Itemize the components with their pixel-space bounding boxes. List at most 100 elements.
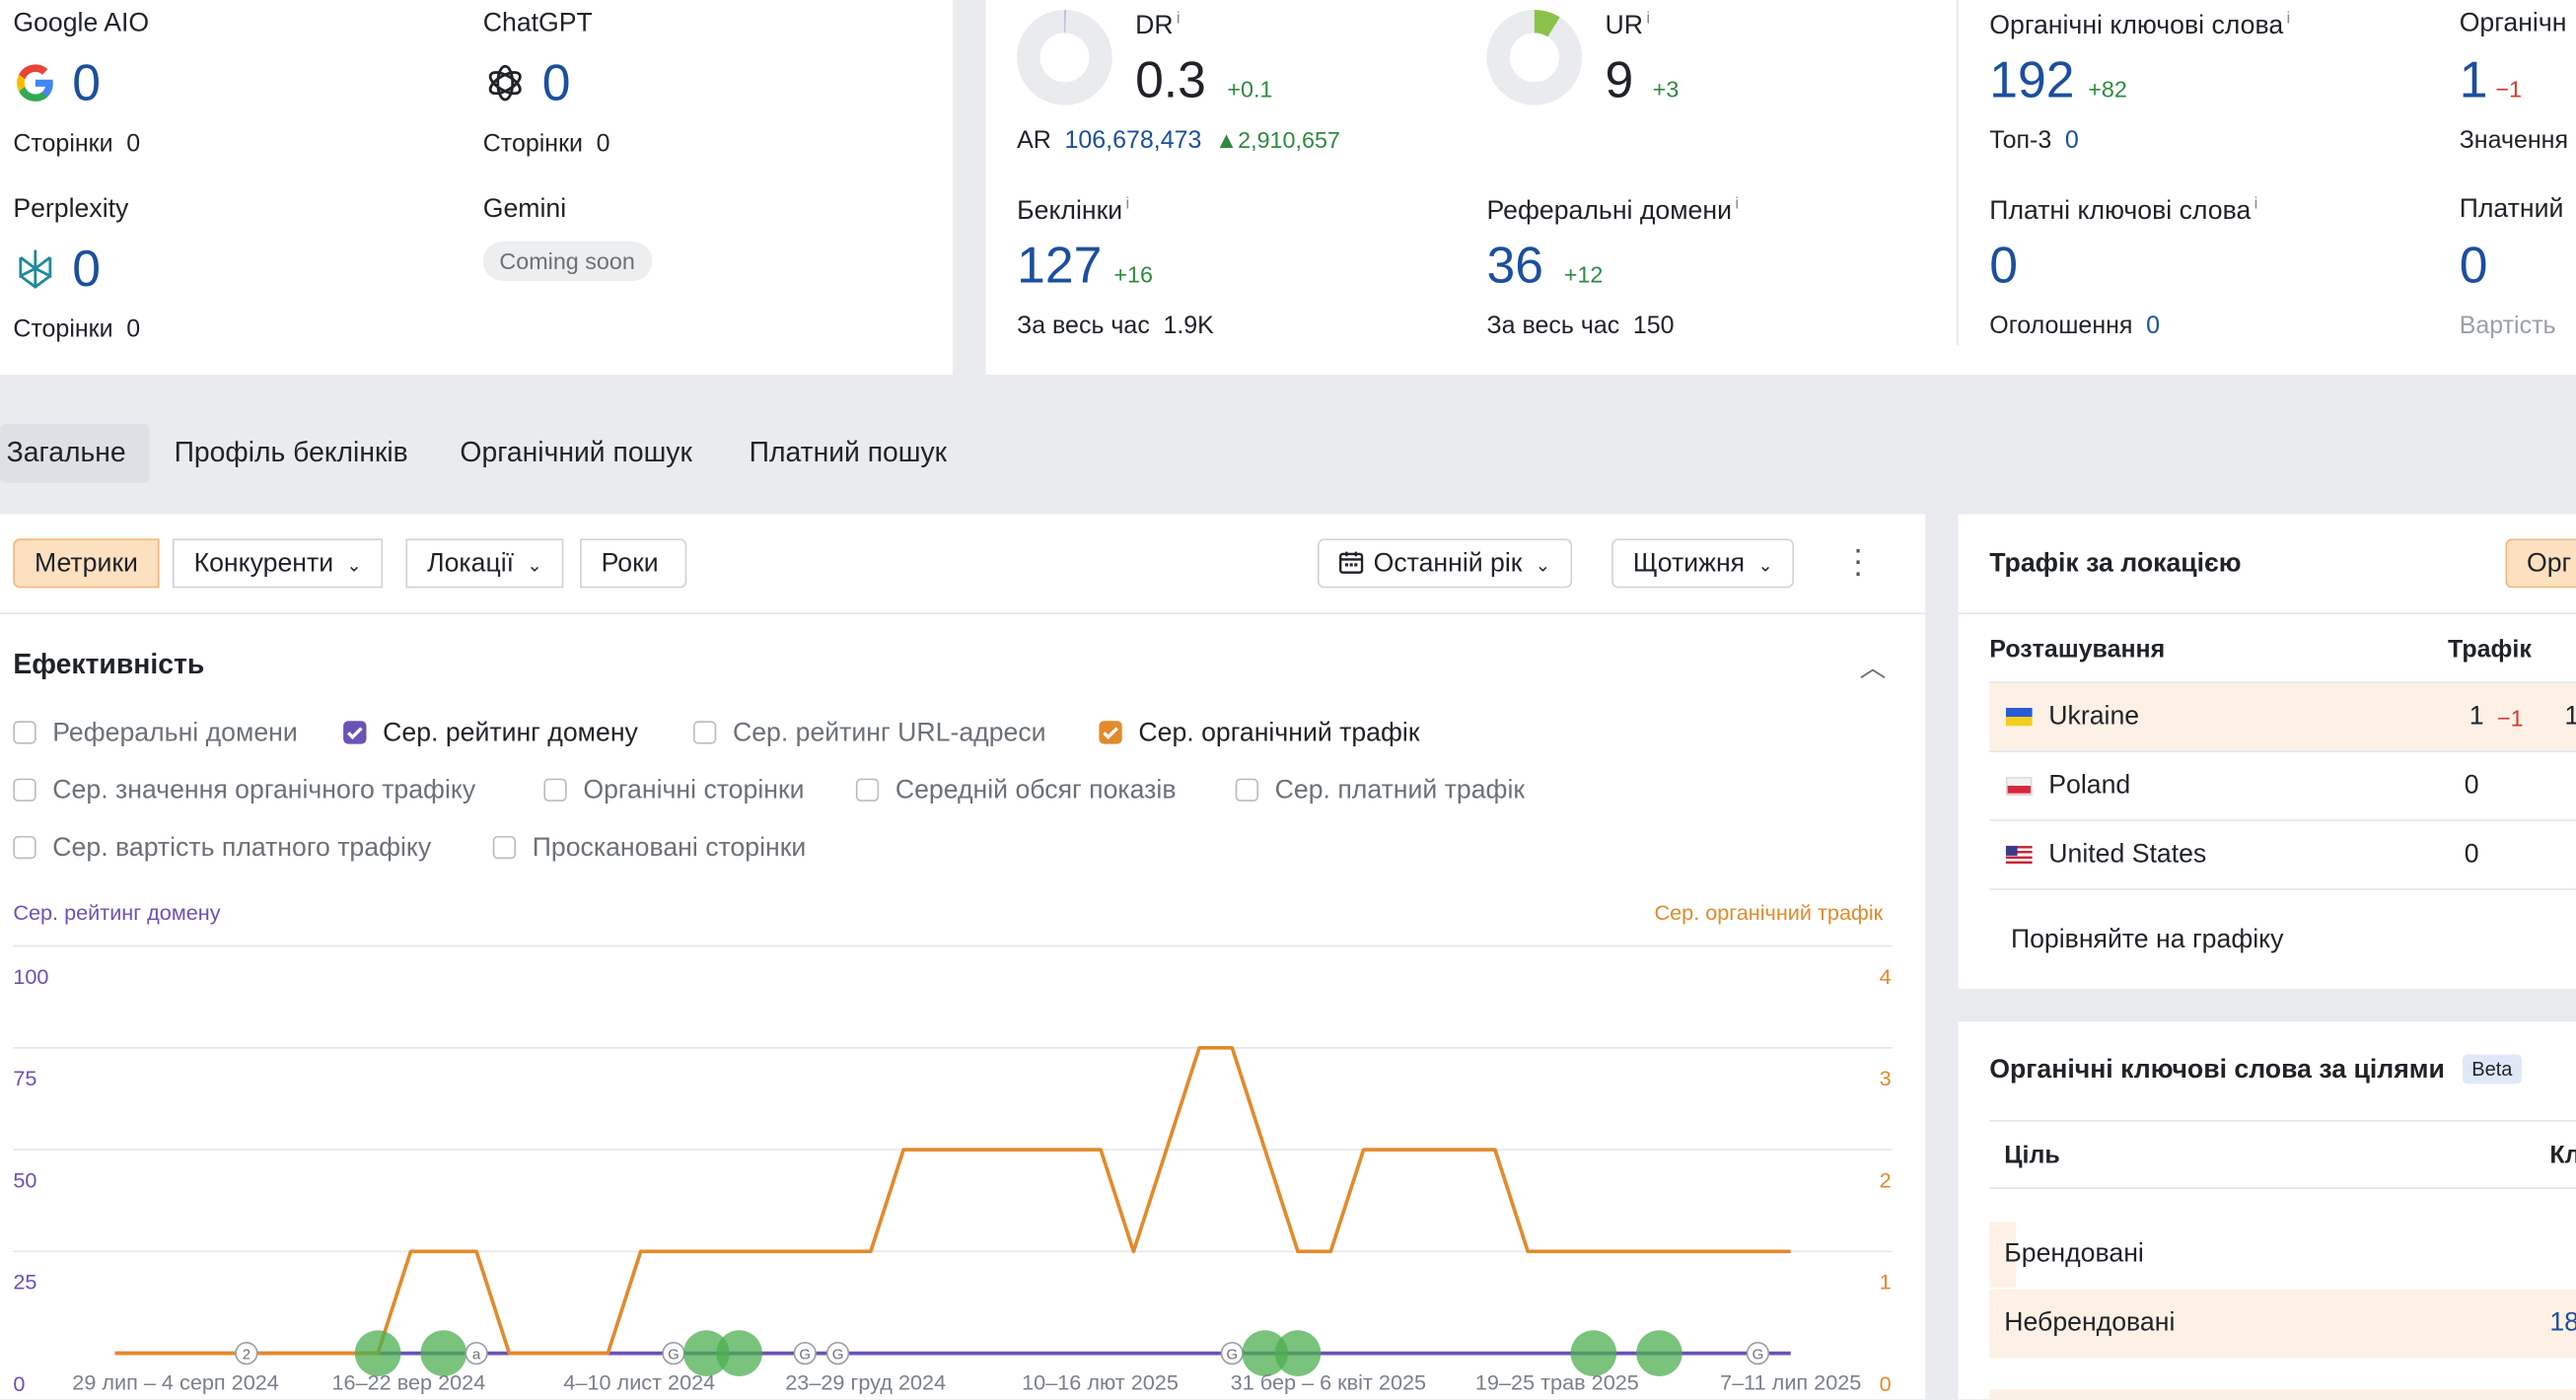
location-header-divider [1989, 681, 2576, 683]
backlinks-value[interactable]: 127 [1017, 236, 1103, 295]
collapse-chevron-up-icon[interactable]: ︿ [1859, 655, 1887, 683]
metrics-button[interactable]: Метрики [13, 538, 160, 589]
google-aio-value[interactable]: 0 [72, 53, 102, 112]
right-axis-tick: 2 [1879, 1167, 1892, 1193]
annotation-marker-label: G [832, 1346, 844, 1363]
locations-label: Локації [427, 550, 515, 579]
right-axis-tick: 4 [1879, 963, 1892, 989]
perplexity-label: Perplexity [13, 195, 129, 224]
checkbox-checked-icon [1099, 721, 1122, 744]
paid-keywords-info-icon[interactable]: i [2254, 195, 2258, 214]
tab-organic-search[interactable]: Органічний пошук [460, 437, 692, 468]
performance-title: Ефективність [13, 648, 205, 680]
performance-chart[interactable]: 2 a G G G G G [0, 920, 1925, 1399]
metric-checkbox[interactable]: Органічні сторінки [543, 775, 805, 807]
metric-checkbox[interactable]: Середній обсяг показів [855, 775, 1177, 807]
col-location[interactable]: Розташування [1989, 635, 2166, 664]
col-traffic[interactable]: Трафік [2448, 635, 2532, 664]
top3-value[interactable]: 0 [2064, 126, 2079, 155]
checkbox-checked-icon [343, 721, 367, 744]
tab-backlink-profile[interactable]: Профіль беклінків [174, 437, 408, 468]
backlinks-info-icon[interactable]: i [1125, 195, 1130, 214]
metric-checkbox[interactable]: Сер. вартість платного трафіку [13, 833, 431, 866]
competitors-dropdown[interactable]: Конкуренти ⌄ [172, 538, 384, 589]
metric-checkbox[interactable]: Сер. рейтинг URL-адреси [692, 718, 1046, 750]
metric-checkbox[interactable]: Сер. органічний трафік [1099, 718, 1420, 750]
col-goal[interactable]: Ціль [2004, 1141, 2060, 1170]
backlinks-delta: +16 [1113, 260, 1153, 288]
chatgpt-pages-value: 0 [596, 129, 610, 158]
years-button[interactable]: Роки [580, 538, 687, 589]
tab-paid-search[interactable]: Платний пошук [749, 437, 948, 468]
annotation-dot [1636, 1330, 1682, 1376]
more-options-icon[interactable]: · · · [1852, 531, 1864, 592]
annotation-marker-label: G [799, 1346, 811, 1363]
locations-dropdown[interactable]: Локації ⌄ [405, 538, 564, 589]
backlinks-label: Беклінки i [1017, 195, 1129, 227]
checkbox-icon [13, 721, 36, 744]
intent-nonbranded-value[interactable]: 18 [2549, 1308, 2576, 1337]
chatgpt-value[interactable]: 0 [541, 53, 571, 112]
perplexity-value[interactable]: 0 [72, 240, 102, 298]
organic-traffic-value[interactable]: 1 [2459, 50, 2488, 108]
location-title: Трафік за локацією [1989, 550, 2242, 579]
organic-traffic-delta: −1 [2495, 75, 2522, 103]
google-aio-label: Google AIO [13, 9, 150, 38]
metric-checkbox-label: Сер. значення органічного трафіку [52, 776, 476, 805]
top3-label: Топ-3 [1989, 126, 2052, 155]
ur-label: UR i [1605, 10, 1650, 41]
x-axis-tick: 7–11 лип 2025 [1720, 1369, 1862, 1395]
metric-checkbox[interactable]: Сер. рейтинг домену [343, 718, 638, 750]
perplexity-pages: Сторінки 0 [13, 315, 140, 343]
competitors-label: Конкуренти [193, 550, 334, 579]
metric-checkbox-label: Сер. вартість платного трафіку [52, 834, 432, 863]
period-dropdown[interactable]: Останній рік ⌄ [1317, 538, 1572, 589]
location-traffic: 0 [2464, 771, 2479, 801]
x-axis-tick: 19–25 трав 2025 [1474, 1369, 1639, 1395]
location-row-ukraine[interactable]: Ukraine 1 −1 1 [1989, 682, 2576, 752]
ar-delta: 2,910,657 [1238, 126, 1340, 153]
calendar-icon [1339, 551, 1364, 574]
location-delta: −1 [2497, 704, 2524, 732]
col-keywords[interactable]: Кл [2549, 1141, 2576, 1170]
paid-keywords-value[interactable]: 0 [1989, 236, 2019, 295]
location-row-poland[interactable]: Poland 0 [1989, 752, 2576, 821]
metric-checkbox-label: Органічні сторінки [583, 776, 805, 805]
ads-value[interactable]: 0 [2146, 312, 2160, 340]
beta-badge: Beta [2462, 1054, 2523, 1085]
paid-traffic-label: Платний [2459, 195, 2564, 224]
organic-traffic-line [114, 1045, 1791, 1356]
ur-info-icon[interactable]: i [1646, 9, 1651, 29]
ref-domains-value[interactable]: 36 [1486, 236, 1543, 295]
intent-header-divider [1989, 1187, 2576, 1190]
compare-on-chart-link[interactable]: Порівняйте на графіку [2010, 926, 2284, 954]
location-row-united-states[interactable]: United States 0 [1989, 821, 2576, 890]
metric-checkbox[interactable]: Реферальні домени [13, 718, 298, 750]
ref-domains-info-icon[interactable]: i [1735, 195, 1740, 214]
ads-label: Оголошення [1989, 312, 2133, 340]
dr-value: 0.3 [1135, 50, 1206, 108]
intent-row-branded[interactable]: Брендовані [2004, 1239, 2144, 1268]
dr-info-icon[interactable]: i [1176, 9, 1181, 29]
gemini-coming-soon-badge: Coming soon [482, 241, 652, 281]
metric-checkbox-label: Реферальні домени [52, 719, 298, 747]
organic-keywords-info-icon[interactable]: i [2286, 9, 2291, 29]
interval-dropdown[interactable]: Щотижня ⌄ [1611, 538, 1795, 589]
intent-bottom-strip [1989, 1389, 2576, 1400]
metric-checkbox[interactable]: Проскановані сторінки [492, 833, 806, 866]
toolbar-divider [0, 612, 1926, 615]
intent-title: Органічні ключові слова за цілями Beta [1989, 1054, 2523, 1085]
backlinks-all-time: За весь час 1.9K [1017, 313, 1214, 340]
metrics-divider [1956, 0, 1959, 345]
organic-toggle-button[interactable]: Орг [2505, 538, 2576, 589]
metric-checkbox-label: Середній обсяг показів [894, 776, 1177, 805]
paid-traffic-value[interactable]: 0 [2459, 236, 2488, 295]
organic-keywords-value[interactable]: 192 [1989, 50, 2075, 108]
metric-checkbox[interactable]: Сер. платний трафік [1235, 775, 1525, 807]
ar-value[interactable]: 106,678,473 [1064, 126, 1202, 155]
intent-row-nonbranded[interactable]: Небрендовані [2004, 1308, 2176, 1337]
metric-checkbox[interactable]: Сер. значення органічного трафіку [13, 775, 475, 807]
tab-overview[interactable]: Загальне [0, 423, 149, 483]
annotation-marker [793, 1341, 817, 1365]
chevron-down-icon: ⌄ [1535, 556, 1551, 577]
